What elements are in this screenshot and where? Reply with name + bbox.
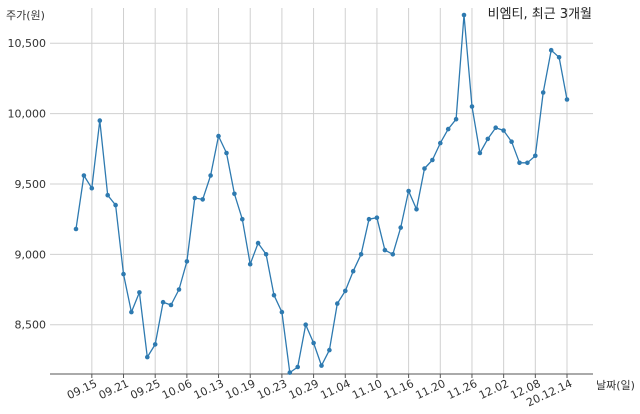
x-tick-label: 09.25 [128,377,162,402]
data-point [311,340,316,346]
data-point [445,126,451,132]
data-point [485,136,491,142]
data-point [303,322,309,328]
series [73,12,570,375]
data-point [287,370,293,375]
x-tick-label: 09.21 [97,377,131,402]
data-point [422,166,427,171]
y-tick-label: 10,500 [8,37,47,50]
data-point [279,309,285,315]
y-tick-label: 10,000 [8,108,47,121]
data-point [398,225,404,230]
data-point [255,240,261,246]
y-axis-title: 주가(원) [6,9,45,22]
data-point [105,192,110,198]
data-point [564,97,570,102]
price-line [75,14,568,374]
data-point [263,252,269,257]
data-point [232,191,237,197]
x-tick-label: 10.13 [192,377,226,402]
data-point [168,302,174,308]
data-point [438,140,443,146]
data-point [540,90,546,95]
data-point [200,197,205,202]
x-tick-label: 10.23 [255,377,289,402]
chart-title: 비엠티, 최근 3개월 [488,7,592,22]
data-point [216,133,221,139]
y-tick-labels: 8,500 9,000 9,500 10,000 10,500 [8,37,47,332]
data-point [121,271,126,277]
x-tick-label: 11.26 [445,377,479,402]
data-point [350,268,356,274]
y-tick-label: 9,500 [15,178,47,191]
x-tick-label: 10.29 [287,377,321,402]
x-tick-label: 11.10 [350,377,384,402]
data-point [390,252,396,257]
x-tick-label: 10.19 [223,377,257,402]
data-point [176,287,182,292]
data-point [358,252,364,257]
data-point [240,216,245,222]
x-tick-labels: 09.1509.2109.2510.0610.1310.1910.2310.29… [65,377,574,409]
data-point [97,118,103,123]
x-tick-label: 09.15 [65,377,99,402]
data-point [493,125,499,130]
data-point [374,215,380,220]
data-point [184,259,190,264]
x-tick-label: 11.16 [382,377,416,402]
grid-lines [50,8,593,378]
y-tick-label: 8,500 [15,319,47,332]
data-point [366,216,372,222]
data-point [129,309,134,315]
data-point [208,173,213,178]
data-point [556,55,562,60]
data-point [192,195,198,201]
data-point [327,347,332,353]
data-point [406,188,411,194]
data-point [89,185,95,191]
data-point [533,153,538,159]
x-tick-label: 11.04 [318,377,352,402]
x-axis-title: 날짜(일) [596,378,635,392]
data-point [319,363,324,368]
data-point [469,104,475,109]
data-point [509,139,514,144]
x-tick-label: 10.06 [160,377,194,402]
data-point [430,157,435,163]
data-point [548,47,554,53]
data-point [160,299,166,305]
x-tick-label: 12.02 [477,377,511,402]
data-point [137,290,142,295]
data-point [525,160,530,166]
data-point [461,12,467,18]
x-tick-label: 11.20 [414,377,448,402]
data-point [335,301,340,306]
data-point [247,261,253,267]
y-tick-label: 9,000 [15,248,47,261]
data-point [271,292,277,298]
data-point [343,288,348,294]
data-point [382,247,388,253]
data-point [453,116,459,122]
data-point [145,354,150,360]
data-point [81,173,87,178]
data-point [113,202,118,208]
data-point [224,150,229,156]
data-point [414,207,419,212]
data-point [501,128,506,133]
data-point [477,150,483,156]
data-point [152,342,158,347]
data-point [517,160,522,166]
data-point [295,364,301,370]
data-point [73,226,79,232]
